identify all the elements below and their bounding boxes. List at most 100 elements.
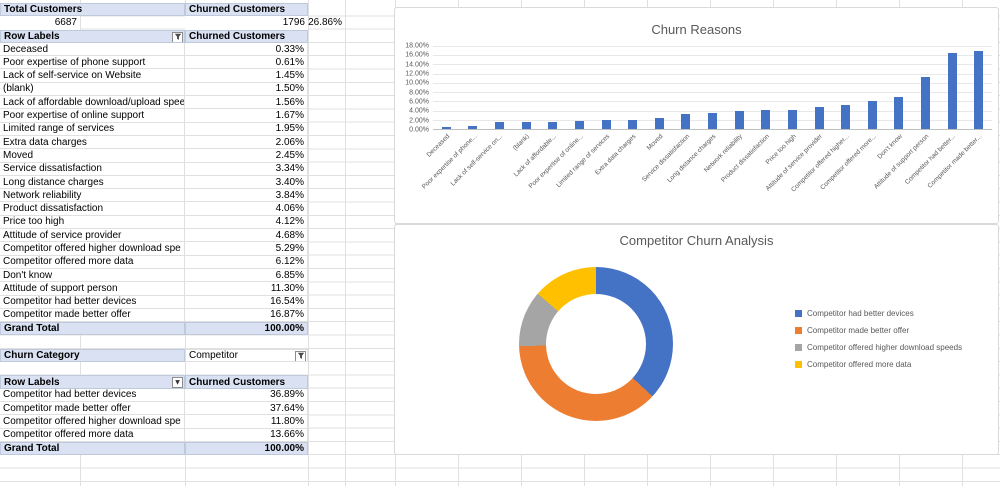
row-label-cell[interactable]: Lack of affordable download/upload spee	[0, 96, 185, 110]
row-value-cell[interactable]: 5.29%	[185, 242, 308, 256]
row-value-cell[interactable]: 6.12%	[185, 255, 308, 269]
churn-category-filter-label-cell[interactable]: Churn Category	[0, 348, 185, 363]
bar-slot	[859, 46, 886, 129]
competitor-grand-total-value-cell[interactable]: 100.00%	[185, 441, 308, 456]
row-label-cell[interactable]: Service dissatisfaction	[0, 162, 185, 176]
table-row: Price too high 4.12%	[0, 215, 308, 230]
row-label-cell[interactable]: Limited range of services	[0, 122, 185, 136]
row-label-cell[interactable]: Poor expertise of online support	[0, 109, 185, 123]
churn-category-filter-button[interactable]	[295, 350, 306, 362]
row-value-cell[interactable]: 36.89%	[185, 388, 308, 402]
row-label-cell[interactable]: Price too high	[0, 215, 185, 230]
bar	[521, 122, 531, 129]
row-label-cell[interactable]: Poor expertise of phone support	[0, 56, 185, 70]
x-tick: Limited range of services	[555, 133, 620, 218]
bar-chart-y-axis: 18.00% 16.00% 14.00% 12.00% 10.00% 8.00% 6.00%…	[395, 43, 431, 134]
y-tick-label: 0.00%	[409, 126, 429, 134]
reasons-value-header[interactable]: Churned Customers	[185, 29, 308, 43]
bar-chart-plot-area	[433, 46, 992, 130]
grand-total-label: Grand Total	[4, 323, 60, 335]
row-value-cell[interactable]: 37.64%	[185, 401, 308, 416]
bar-slot	[619, 46, 646, 129]
row-value-cell[interactable]: 16.87%	[185, 308, 308, 323]
row-label-cell[interactable]: Competitor offered more data	[0, 255, 185, 269]
total-customers-value-cell[interactable]: 6687	[0, 16, 80, 30]
donut-plot	[519, 267, 673, 421]
competitor-value-header[interactable]: Churned Customers	[185, 375, 308, 389]
churned-customers-header[interactable]: Churned Customers	[185, 3, 308, 17]
row-label-cell[interactable]: Moved	[0, 149, 185, 163]
reasons-row-labels-header[interactable]: Row Labels	[0, 29, 185, 43]
row-label-cell[interactable]: Deceased	[0, 42, 185, 57]
row-value-cell[interactable]: 3.34%	[185, 162, 308, 176]
churned-customers-value-cell[interactable]: 1796	[185, 16, 308, 30]
competitor-row-labels-header[interactable]: Row Labels ▼	[0, 375, 185, 389]
competitor-dropdown-button[interactable]: ▼	[172, 377, 183, 388]
table-row: Competitor had better devices 16.54%	[0, 295, 308, 309]
row-value-cell[interactable]: 4.06%	[185, 202, 308, 216]
bar-slot	[460, 46, 487, 129]
row-label-cell[interactable]: Attitude of support person	[0, 282, 185, 296]
bar	[734, 111, 744, 129]
gridline	[433, 46, 992, 47]
gridline	[433, 101, 992, 103]
row-value-cell[interactable]: 1.95%	[185, 122, 308, 136]
legend-label: Competitor made better offer	[807, 326, 910, 335]
churn-category-filter-value-cell[interactable]: Competitor	[185, 348, 308, 363]
row-label-cell[interactable]: Network reliability	[0, 189, 185, 203]
row-label-cell[interactable]: Competitor had better devices	[0, 295, 185, 309]
row-value-cell[interactable]: 1.45%	[185, 69, 308, 83]
row-value-cell[interactable]: 0.61%	[185, 56, 308, 70]
bar	[654, 117, 664, 129]
row-value-cell[interactable]: 1.67%	[185, 109, 308, 123]
competitor-grand-total-label-cell[interactable]: Grand Total	[0, 441, 185, 456]
total-customers-header[interactable]: Total Customers	[0, 3, 185, 17]
row-label-cell[interactable]: Competitor offered more data	[0, 428, 185, 442]
row-label-cell[interactable]: Competitor had better devices	[0, 388, 185, 402]
reasons-filter-button[interactable]	[172, 31, 183, 42]
row-value-cell[interactable]: 6.85%	[185, 268, 308, 283]
legend-swatch	[795, 344, 802, 351]
row-label-cell[interactable]: Lack of self-service on Website	[0, 69, 185, 83]
row-label-cell[interactable]: Extra data charges	[0, 135, 185, 150]
row-value-cell[interactable]: 4.68%	[185, 229, 308, 243]
table-row: Service dissatisfaction 3.34%	[0, 162, 308, 176]
churn-category-label: Churn Category	[4, 349, 80, 361]
row-label-cell[interactable]: Don't know	[0, 268, 185, 283]
bar	[947, 52, 957, 129]
row-label-cell[interactable]: Long distance charges	[0, 175, 185, 190]
reasons-grand-total-value-cell[interactable]: 100.00%	[185, 322, 308, 336]
table-row: Competitor made better offer 37.64%	[0, 401, 308, 416]
bar	[548, 121, 558, 129]
row-value-cell[interactable]: 13.66%	[185, 428, 308, 442]
row-value-cell[interactable]: 11.80%	[185, 415, 308, 429]
row-value-cell[interactable]: 0.33%	[185, 42, 308, 57]
row-label-cell[interactable]: (blank)	[0, 82, 185, 97]
row-label-cell[interactable]: Competitor made better offer	[0, 308, 185, 323]
row-label-cell[interactable]: Competitor made better offer	[0, 401, 185, 416]
table-row: Poor expertise of phone support 0.61%	[0, 56, 308, 70]
row-label-cell[interactable]: Product dissatisfaction	[0, 202, 185, 216]
row-value-cell[interactable]: 3.84%	[185, 189, 308, 203]
row-value-cell[interactable]: 4.12%	[185, 215, 308, 230]
bar-slot	[966, 46, 993, 129]
row-value-cell[interactable]: 1.56%	[185, 96, 308, 110]
churn-rate-value: 26.86%	[308, 17, 342, 29]
row-value-cell[interactable]: 11.30%	[185, 282, 308, 296]
row-value-cell[interactable]: 16.54%	[185, 295, 308, 309]
row-label-cell[interactable]: Competitor offered higher download spe	[0, 415, 185, 429]
funnel-icon	[297, 353, 304, 360]
y-tick-label: 2.00%	[409, 117, 429, 125]
row-label-cell[interactable]: Competitor offered higher download spe	[0, 242, 185, 256]
row-value-cell[interactable]: 1.50%	[185, 82, 308, 97]
gridline	[433, 92, 992, 94]
bar-chart-x-axis: Deceased Poor expertise of phone... Lack o…	[420, 133, 992, 218]
row-value-cell[interactable]: 2.45%	[185, 149, 308, 163]
competitor-churn-chart[interactable]: Competitor Churn Analysis Competitor had…	[394, 224, 999, 455]
reasons-grand-total-label-cell[interactable]: Grand Total	[0, 322, 185, 336]
row-label-cell[interactable]: Attitude of service provider	[0, 229, 185, 243]
row-value-cell[interactable]: 2.06%	[185, 135, 308, 150]
churn-reasons-chart[interactable]: Churn Reasons 18.00% 16.00% 14.00% 12.00% 10…	[394, 7, 999, 224]
churn-rate-cell[interactable]: 26.86%	[308, 16, 345, 29]
row-value-cell[interactable]: 3.40%	[185, 175, 308, 190]
